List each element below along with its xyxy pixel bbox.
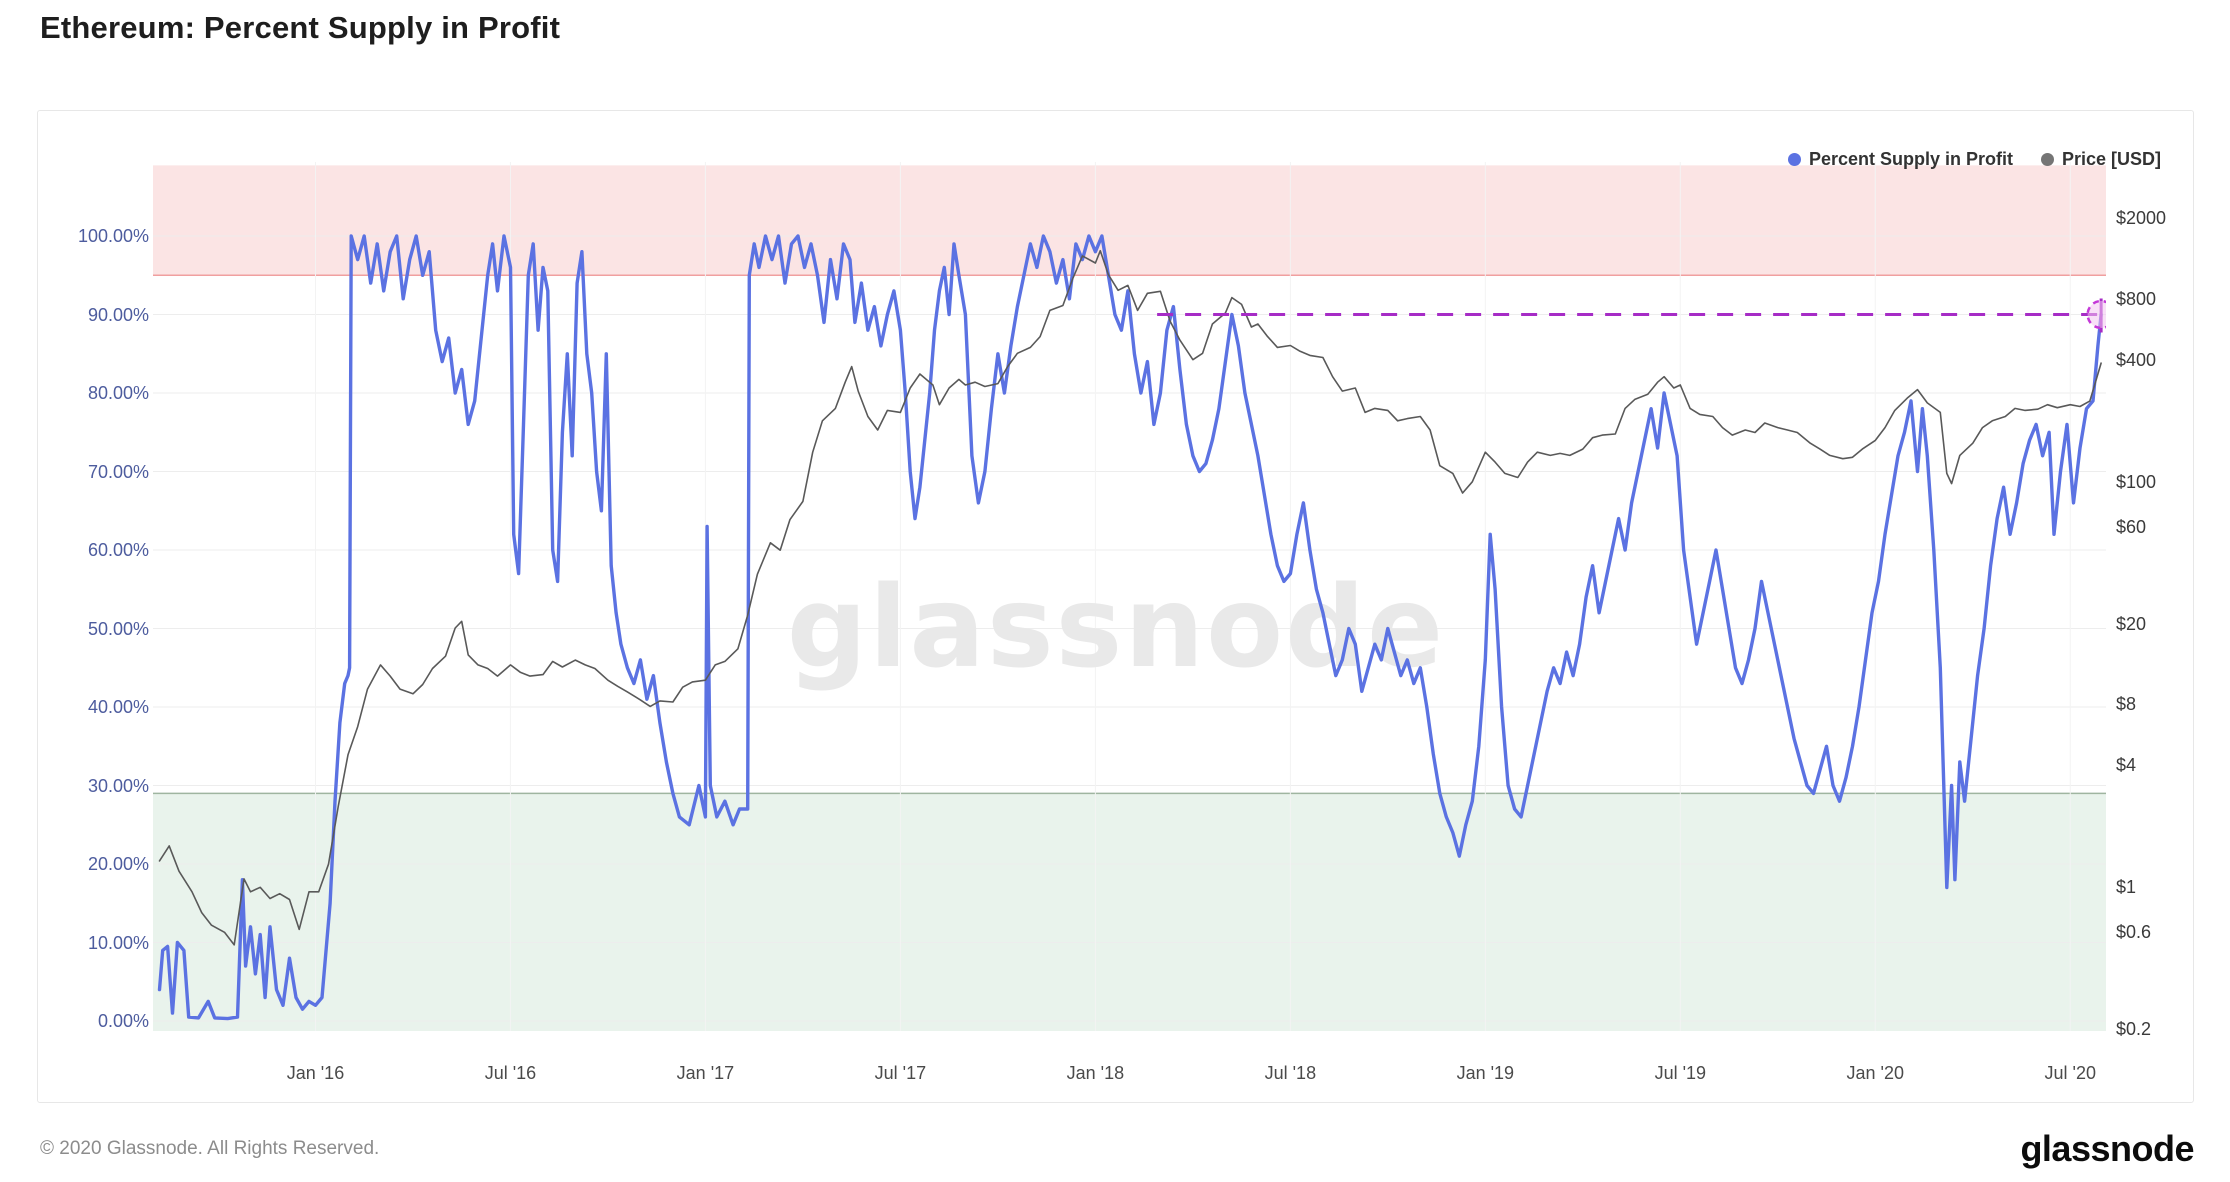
x-axis-tick-label: Jan '16 <box>286 1063 345 1083</box>
left-axis-tick-label: 40.00% <box>87 697 149 717</box>
chart-card: Percent Supply in Profit Price [USD] gla… <box>37 110 2194 1103</box>
x-axis-tick-label: Jul '18 <box>1264 1063 1317 1083</box>
left-axis-tick-label: 90.00% <box>87 304 149 325</box>
legend: Percent Supply in Profit Price [USD] <box>1787 149 2161 170</box>
x-axis-tick-label: Jan '19 <box>1456 1063 1515 1083</box>
right-axis-tick-label: $100 <box>2116 471 2157 492</box>
x-axis-tick-label: Jan '20 <box>1846 1063 1904 1083</box>
legend-item-price-usd[interactable]: Price [USD] <box>2040 149 2161 170</box>
left-axis-tick-label: 50.00% <box>87 618 149 639</box>
left-axis-tick-label: 0.00% <box>97 1011 149 1031</box>
legend-item-percent-supply-in-profit[interactable]: Percent Supply in Profit <box>1787 149 2013 170</box>
left-axis-tick-label: 10.00% <box>87 932 149 953</box>
x-axis-tick-label: Jul '17 <box>874 1063 927 1083</box>
left-axis-tick-label: 60.00% <box>87 540 149 560</box>
oversold-zone <box>153 793 2106 1031</box>
right-axis-tick-label: $2000 <box>2116 208 2167 228</box>
legend-label: Percent Supply in Profit <box>1808 149 2013 169</box>
right-axis-tick-label: $8 <box>2116 694 2137 715</box>
series-percent-supply-in-profit <box>157 234 2103 1021</box>
x-axis-tick-label: Jan '17 <box>676 1063 735 1083</box>
legend-label: Price [USD] <box>2061 149 2161 169</box>
right-axis-tick-label: $60 <box>2116 516 2147 537</box>
left-axis-tick-label: 70.00% <box>87 461 149 482</box>
x-axis-tick-label: Jan '18 <box>1066 1063 1125 1083</box>
left-axis-tick-label: 20.00% <box>87 854 149 874</box>
right-axis-tick-label: $800 <box>2116 288 2157 309</box>
legend-dot-icon <box>1787 153 1801 166</box>
right-axis-tick-label: $0.2 <box>2116 1019 2152 1039</box>
footer-copyright: © 2020 Glassnode. All Rights Reserved. <box>40 1138 380 1159</box>
overbought-zone <box>153 165 2106 276</box>
right-axis-tick-label: $0.6 <box>2116 922 2152 943</box>
left-axis-tick-label: 100.00% <box>77 226 149 246</box>
right-axis-tick-label: $400 <box>2116 349 2157 370</box>
x-axis-tick-label: Jul '16 <box>484 1063 537 1083</box>
page-title: Ethereum: Percent Supply in Profit <box>40 10 561 45</box>
left-axis-tick-label: 30.00% <box>87 775 149 796</box>
chart-canvas[interactable]: glassnode <box>153 162 2116 1031</box>
right-axis-tick-label: $4 <box>2116 755 2137 776</box>
right-axis-tick-label: $1 <box>2116 877 2137 898</box>
series-price-usd <box>158 249 2102 946</box>
right-axis-tick-label: $20 <box>2116 613 2147 634</box>
glassnode-watermark: glassnode <box>787 563 1445 693</box>
glassnode-logo: glassnode <box>2020 1128 2194 1169</box>
x-axis-tick-label: Jul '19 <box>1654 1063 1707 1083</box>
legend-dot-icon <box>2040 153 2054 166</box>
x-axis-tick-label: Jul '20 <box>2044 1063 2096 1083</box>
latest-point-marker[interactable] <box>2086 299 2116 330</box>
plot-area: glassnode <box>153 162 2116 1031</box>
left-axis-tick-label: 80.00% <box>87 383 149 403</box>
